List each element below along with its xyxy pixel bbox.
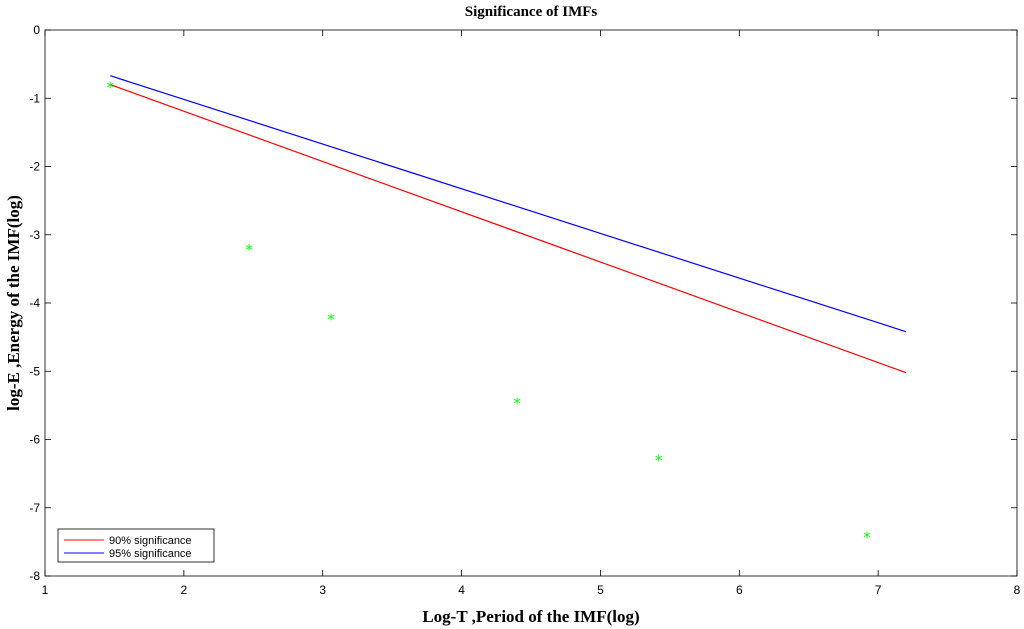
x-tick-label: 7 [875,583,882,597]
y-tick-label: -1 [29,91,40,105]
y-tick-label: -5 [29,364,40,378]
scatter-point: * [655,451,663,469]
x-tick-label: 6 [736,583,743,597]
scatter-point: * [327,311,335,329]
plot-area-border [44,29,1018,577]
scatter-point: * [513,395,521,413]
y-tick-label: -4 [29,296,40,310]
chart-title: Significance of IMFs [465,4,598,20]
legend-box [57,528,215,563]
x-tick-label: 8 [1014,583,1021,597]
legend-label-95: 95% significance [109,548,192,560]
scatter-point: * [245,241,253,259]
axis-ticks: 1 2 3 4 5 6 7 8 0 -1 -2 -3 -4 -5 -6 -7 -8 [29,23,1020,597]
scatter-point: * [863,528,871,546]
y-tick-label: -7 [29,501,40,515]
scatter-point: * [107,79,115,97]
y-tick-label: -6 [29,433,40,447]
series-line-1 [110,75,907,333]
x-tick-label: 1 [42,583,49,597]
y-tick-label: -2 [29,160,40,174]
y-tick-label: 0 [33,23,40,37]
x-tick-label: 5 [597,583,604,597]
y-tick-label: -3 [29,228,40,242]
x-tick-label: 3 [319,583,326,597]
series-layer: * * * * * * [107,75,907,546]
legend: 90% significance 95% significance [57,528,215,563]
x-axis-label: Log-T ,Period of the IMF(log) [422,607,639,626]
series-line-0 [110,84,907,374]
legend-label-90: 90% significance [109,535,192,547]
y-tick-label: -8 [29,569,40,583]
y-axis-label: log-E ,Energy of the IMF(log) [4,195,23,411]
x-tick-label: 4 [458,583,465,597]
x-tick-label: 2 [181,583,188,597]
